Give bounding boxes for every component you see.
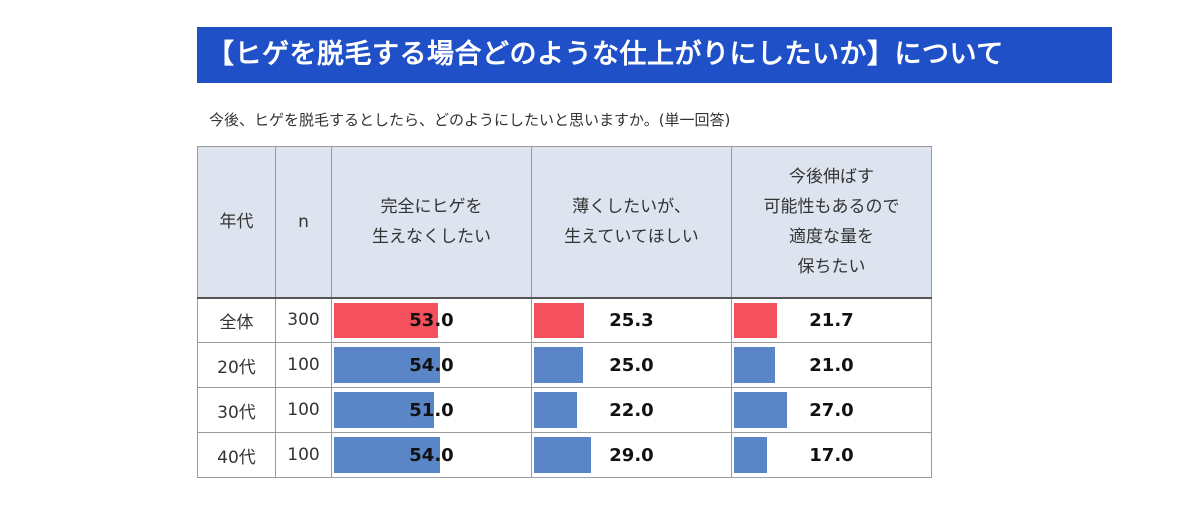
row-label: 40代 — [197, 432, 276, 478]
header-category-2: 薄くしたいが、 生えていてほしい — [531, 146, 732, 298]
value-label: 25.3 — [609, 309, 654, 331]
bar — [334, 437, 440, 473]
page-title: 【ヒゲを脱毛する場合どのような仕上がりにしたいか】について — [197, 27, 1112, 83]
table-row: 20代 100 54.0 25.0 21.0 — [197, 342, 932, 388]
row-n: 100 — [275, 387, 332, 433]
value-label: 53.0 — [409, 309, 454, 331]
value-cell: 22.0 — [531, 387, 732, 433]
bar — [334, 347, 440, 383]
bar — [334, 392, 434, 428]
value-label: 54.0 — [409, 354, 454, 376]
table-row: 全体 300 53.0 25.3 21.7 — [197, 296, 932, 343]
value-cell: 51.0 — [331, 387, 532, 433]
header-age: 年代 — [197, 146, 276, 298]
category-label: 完全にヒゲを 生えなくしたい — [372, 196, 491, 247]
value-label: 51.0 — [409, 399, 454, 421]
value-cell: 29.0 — [531, 432, 732, 478]
value-label: 25.0 — [609, 354, 654, 376]
bar — [734, 347, 775, 383]
value-cell: 54.0 — [331, 342, 532, 388]
results-table: 年代 n 完全にヒゲを 生えなくしたい 薄くしたいが、 生えていてほしい 今後伸… — [197, 146, 932, 478]
value-label: 21.7 — [809, 309, 854, 331]
header-category-1: 完全にヒゲを 生えなくしたい — [331, 146, 532, 298]
value-label: 21.0 — [809, 354, 854, 376]
value-label: 54.0 — [409, 444, 454, 466]
category-label: 薄くしたいが、 生えていてほしい — [564, 196, 699, 247]
table-body: 全体 300 53.0 25.3 21.7 20代 100 54.0 25.0 21.0 30代 10… — [197, 296, 932, 478]
row-n: 300 — [275, 296, 332, 343]
value-cell: 54.0 — [331, 432, 532, 478]
bar — [534, 392, 577, 428]
value-cell: 17.0 — [731, 432, 932, 478]
value-cell: 53.0 — [331, 296, 532, 343]
value-cell: 25.0 — [531, 342, 732, 388]
row-n: 100 — [275, 342, 332, 388]
row-label: 全体 — [197, 296, 276, 343]
bar — [734, 302, 777, 338]
value-cell: 25.3 — [531, 296, 732, 343]
table-row: 30代 100 51.0 22.0 27.0 — [197, 387, 932, 433]
row-n: 100 — [275, 432, 332, 478]
header-n: n — [275, 146, 332, 298]
bar — [534, 347, 583, 383]
value-label: 22.0 — [609, 399, 654, 421]
bar — [734, 392, 787, 428]
survey-question: 今後、ヒゲを脱毛するとしたら、どのようにしたいと思いますか。(単一回答) — [209, 111, 731, 129]
bar — [534, 437, 591, 473]
bar — [734, 437, 767, 473]
header-category-3: 今後伸ばす 可能性もあるので 適度な量を 保ちたい — [731, 146, 932, 298]
value-label: 27.0 — [809, 399, 854, 421]
value-cell: 21.0 — [731, 342, 932, 388]
value-cell: 21.7 — [731, 296, 932, 343]
value-cell: 27.0 — [731, 387, 932, 433]
value-label: 17.0 — [809, 444, 854, 466]
row-label: 30代 — [197, 387, 276, 433]
header-row: 年代 n 完全にヒゲを 生えなくしたい 薄くしたいが、 生えていてほしい 今後伸… — [197, 146, 932, 298]
table-row: 40代 100 54.0 29.0 17.0 — [197, 432, 932, 478]
bar — [534, 302, 584, 338]
category-label: 今後伸ばす 可能性もあるので 適度な量を 保ちたい — [763, 166, 900, 277]
row-label: 20代 — [197, 342, 276, 388]
value-label: 29.0 — [609, 444, 654, 466]
bar — [334, 302, 438, 338]
